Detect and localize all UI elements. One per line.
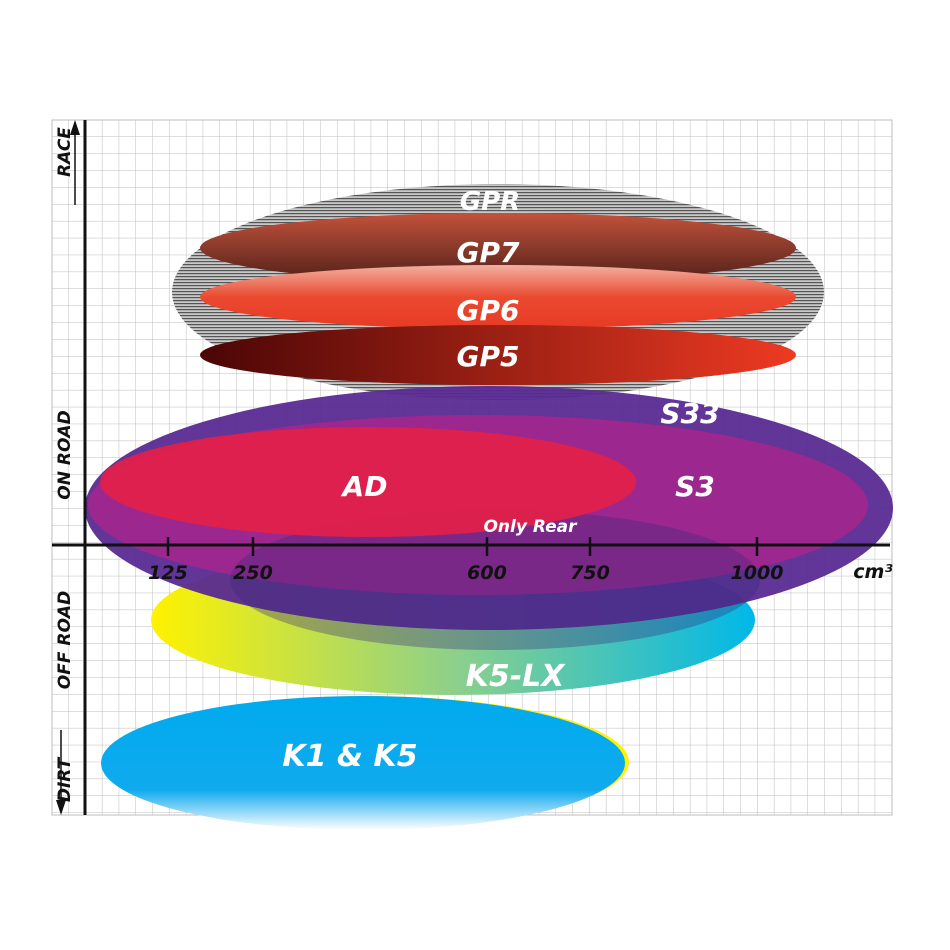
x-tick-label: 125 <box>148 562 188 584</box>
y-label-race: RACE <box>55 127 75 177</box>
dirt-arrowhead <box>56 800 66 815</box>
label-ad: AD <box>341 470 388 503</box>
y-label-off-road: OFF ROAD <box>55 591 75 689</box>
label-gp5: GP5 <box>457 340 520 373</box>
x-tick-label: 600 <box>467 562 507 584</box>
label-k1k5: K1 & K5 <box>282 739 417 774</box>
label-s3: S3 <box>675 470 715 503</box>
label-only-rear: Only Rear <box>483 517 578 537</box>
label-s33: S33 <box>660 397 719 430</box>
y-label-on-road: ON ROAD <box>55 410 75 499</box>
region-labels: GPR GP7 GP6 GP5 S33 S3 AD Only Rear K5-L… <box>282 187 719 774</box>
label-gp6: GP6 <box>457 294 520 327</box>
region-gp6 <box>200 265 796 329</box>
region-gp7 <box>200 213 796 283</box>
x-tick-label: 750 <box>570 562 610 584</box>
y-label-dirt: DIRT <box>55 756 75 802</box>
x-tick-label: 1000 <box>731 562 784 584</box>
regions <box>85 184 893 830</box>
region-k1k5 <box>101 696 625 830</box>
x-axis-unit: cm³ <box>853 561 893 583</box>
race-arrowhead <box>70 120 80 135</box>
x-tick-label: 250 <box>233 562 273 584</box>
label-gp7: GP7 <box>457 236 521 269</box>
label-gpr: GPR <box>460 187 520 217</box>
label-k5lx: K5-LX <box>466 659 567 694</box>
axes: RACE ON ROAD OFF ROAD DIRT 125 250 600 750 1… <box>52 120 893 815</box>
region-ad <box>100 427 636 537</box>
region-gp5 <box>200 325 796 385</box>
